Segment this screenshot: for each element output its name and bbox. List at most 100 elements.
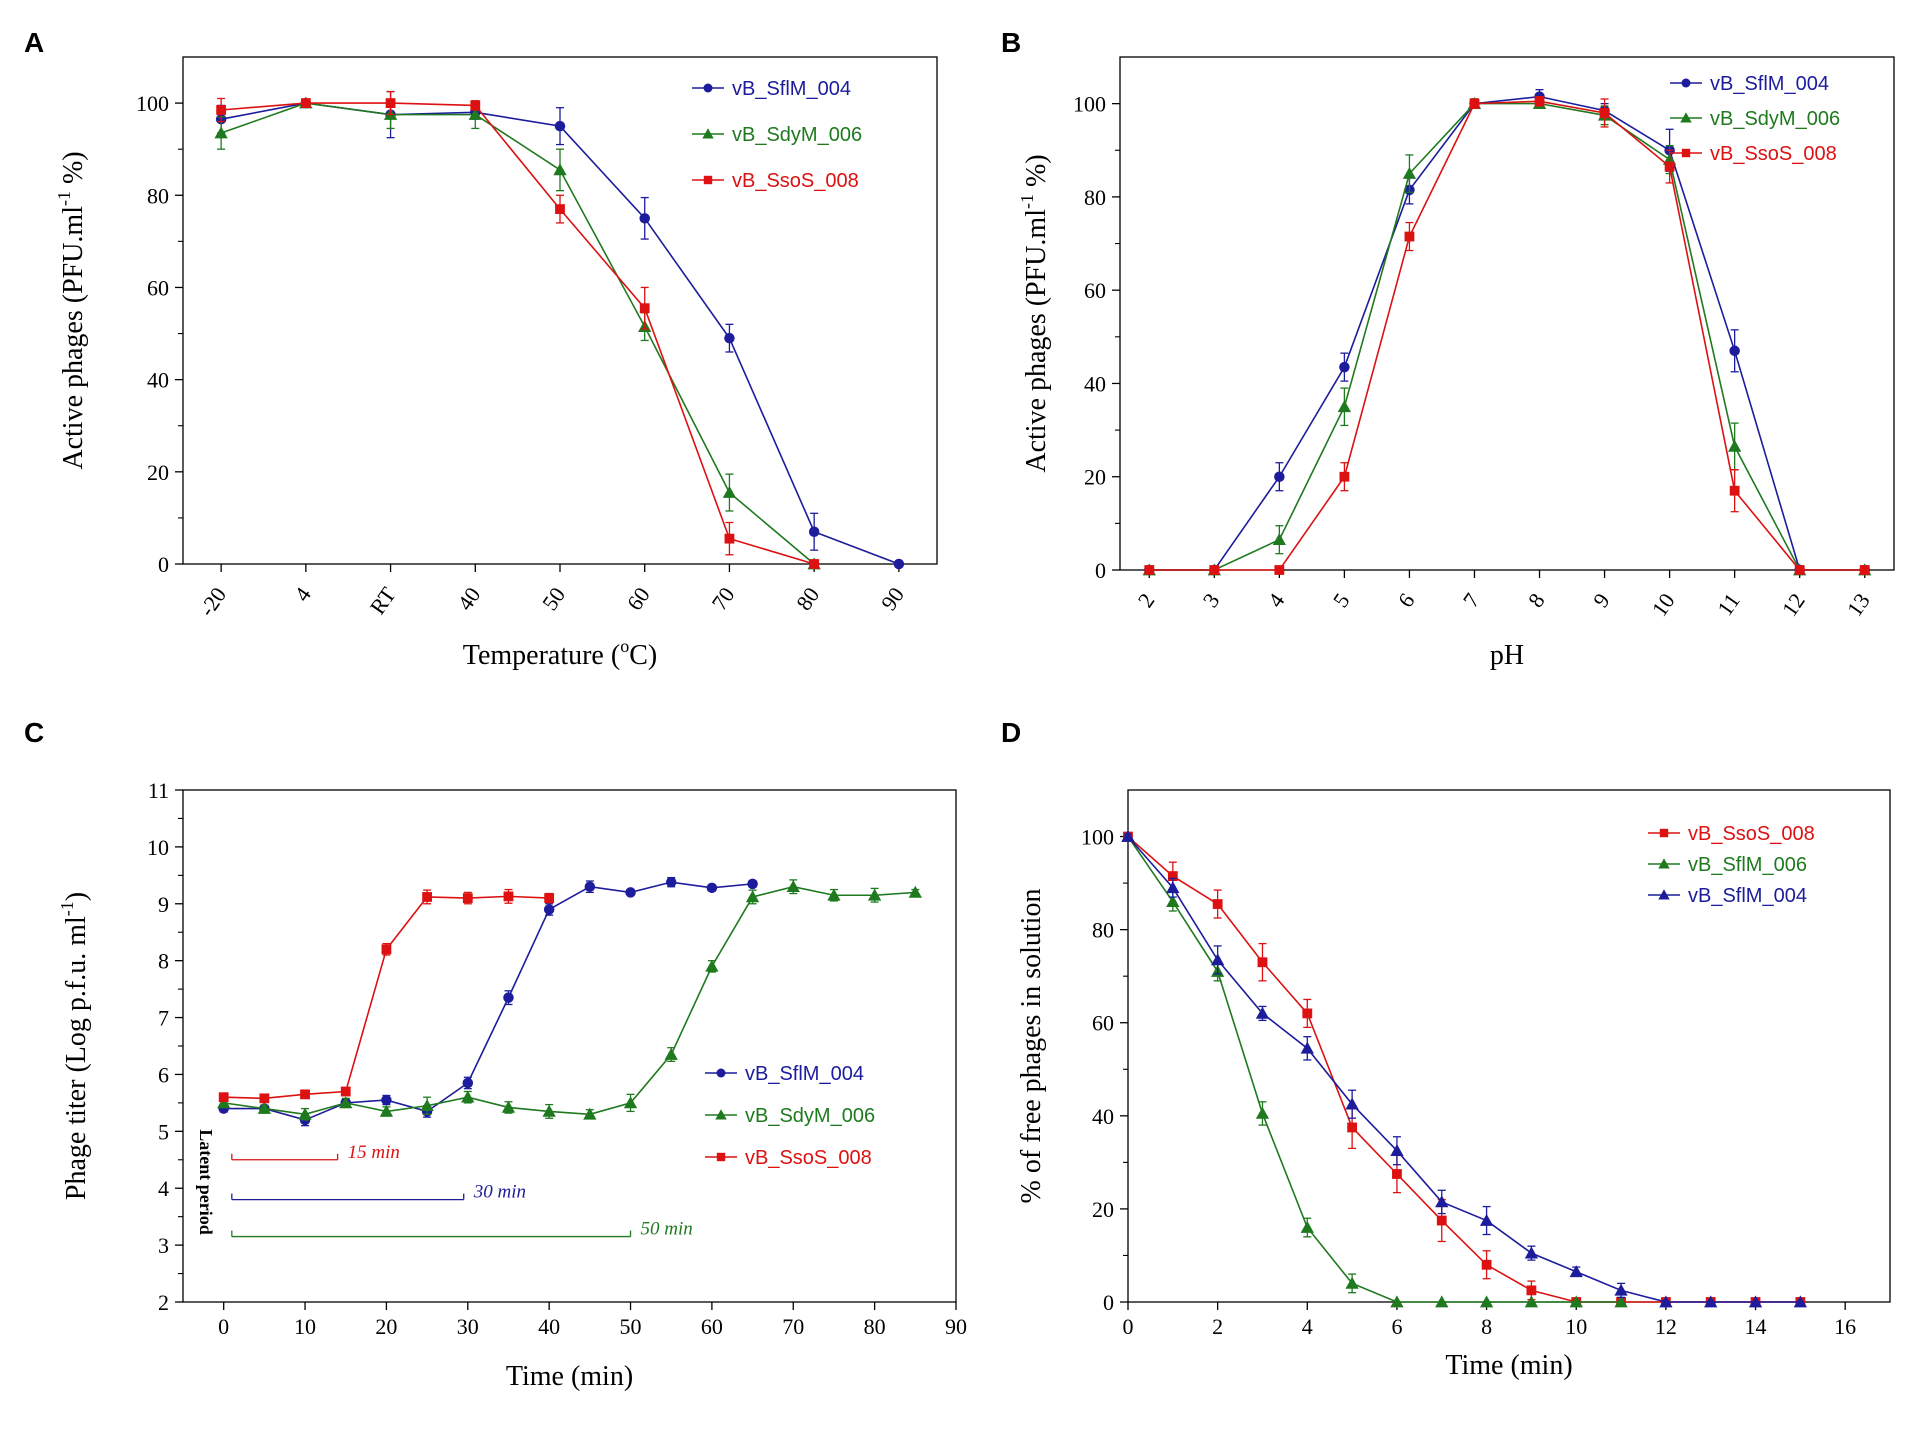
x-tick-label: 10 <box>294 1314 316 1339</box>
data-point <box>259 1093 270 1104</box>
data-point <box>503 891 514 902</box>
data-point <box>300 1089 310 1100</box>
series-line <box>1149 95 1865 571</box>
data-point <box>1274 471 1285 482</box>
x-tick-label: 4 <box>289 583 316 606</box>
y-tick-label: 20 <box>1092 1197 1114 1222</box>
x-tick-label: 4 <box>1302 1314 1313 1339</box>
x-tick-label: 8 <box>1481 1314 1492 1339</box>
y-tick-label: 7 <box>158 1006 169 1031</box>
series-vb-sflm-004 <box>218 876 758 1127</box>
data-point <box>1337 400 1352 413</box>
data-point <box>385 98 396 108</box>
legend-label: vB_SflM_006 <box>1688 854 1807 876</box>
data-point <box>1748 1295 1763 1308</box>
x-tick-label: 30 <box>457 1314 479 1339</box>
y-tick-label: 20 <box>1084 465 1106 490</box>
data-point <box>1479 1213 1494 1226</box>
y-tick-label: 100 <box>1081 825 1114 850</box>
y-tick-label: 40 <box>1092 1104 1114 1129</box>
x-tick-label: 16 <box>1834 1314 1856 1339</box>
legend-entry: vB_SflM_004 <box>705 1063 864 1085</box>
y-tick-label: 4 <box>158 1176 169 1201</box>
legend-entry: vB_SsoS_008 <box>1648 823 1815 845</box>
data-point <box>381 1094 392 1106</box>
legend-entry: vB_SflM_004 <box>1670 73 1829 95</box>
data-point <box>298 1107 312 1120</box>
y-axis-title-sup: -1 <box>54 191 74 206</box>
series-vb-sdym-006 <box>217 879 922 1121</box>
y-tick-label: 80 <box>1092 918 1114 943</box>
x-tick-label: 6 <box>1391 1314 1402 1339</box>
data-point <box>555 204 565 214</box>
data-point <box>716 1068 726 1078</box>
data-point <box>1300 1041 1314 1054</box>
y-tick-label: 60 <box>1084 278 1106 303</box>
y-tick-label: 11 <box>148 778 169 803</box>
y-tick-label: 100 <box>1073 92 1106 117</box>
data-point <box>584 881 596 892</box>
data-point <box>501 1100 516 1113</box>
data-point <box>1300 1220 1314 1233</box>
series-line <box>1149 100 1865 571</box>
data-point <box>1255 1106 1270 1119</box>
x-tick-label: 50 <box>537 583 570 615</box>
legend-entry: vB_SdyM_006 <box>1670 108 1840 130</box>
legend-label: vB_SflM_004 <box>745 1063 864 1085</box>
data-point <box>257 1101 272 1114</box>
data-point <box>786 880 800 893</box>
x-tick-label: 50 <box>620 1314 642 1339</box>
data-point <box>217 1096 231 1109</box>
x-tick-label: 80 <box>791 583 824 615</box>
y-axis-title-end: %) <box>58 151 89 191</box>
y-axis-title-end: %) <box>1021 154 1052 194</box>
y-axis-title-sup: -1 <box>1017 194 1037 209</box>
x-tick-label: 0 <box>1123 1314 1134 1339</box>
data-point <box>462 1077 474 1089</box>
data-point <box>544 893 555 903</box>
data-point <box>664 1047 678 1060</box>
legend-label: vB_SflM_004 <box>1710 73 1829 95</box>
legend-label: vB_SsoS_008 <box>745 1147 872 1169</box>
legend-label: vB_SsoS_008 <box>1710 143 1837 165</box>
y-tick-label: 60 <box>147 275 169 300</box>
data-point <box>1524 1246 1539 1259</box>
data-point <box>1209 565 1220 575</box>
data-point <box>1599 108 1610 118</box>
y-axis-title-main: Active phages (PFU.ml <box>58 206 89 470</box>
data-point <box>867 888 882 901</box>
x-tick-label: 20 <box>375 1314 397 1339</box>
y-axis-title: Active phages (PFU.ml-1 %) <box>1017 154 1052 472</box>
legend-label: vB_SflM_004 <box>732 78 851 100</box>
data-point <box>381 944 392 955</box>
x-tick-label: 40 <box>452 583 485 615</box>
x-tick-label: 70 <box>706 583 739 615</box>
data-point <box>706 882 718 894</box>
data-point <box>1436 1215 1447 1226</box>
latent-bracket: 15 min <box>231 1142 400 1163</box>
data-point <box>339 1096 353 1109</box>
data-point <box>1704 1295 1718 1308</box>
data-point <box>623 1096 638 1109</box>
latent-period-label: Latent period <box>196 1129 216 1235</box>
data-point <box>665 876 677 888</box>
data-point <box>420 1099 434 1112</box>
data-point <box>1859 565 1870 575</box>
data-point <box>1166 895 1180 908</box>
y-tick-label: 40 <box>147 368 169 393</box>
bracket-label: 50 min <box>641 1219 693 1240</box>
data-point <box>827 888 841 901</box>
legend-label: vB_SsoS_008 <box>1688 823 1815 845</box>
data-point <box>1659 1295 1673 1308</box>
data-point <box>1144 565 1155 575</box>
panel-letter: B <box>1001 27 1021 58</box>
chart-panel-a: A -20 4 RT 40 50 60 70 80 90 0 20 40 60 80 100 Temperatu… <box>24 27 938 671</box>
x-tick-label: 5 <box>1328 589 1355 612</box>
y-axis-title: % of free phages in solution <box>1016 889 1047 1204</box>
x-tick-label: 60 <box>701 1314 723 1339</box>
data-point <box>639 303 650 314</box>
data-point <box>1524 1295 1539 1308</box>
data-point <box>542 1104 556 1117</box>
x-axis-title-sup: o <box>620 636 629 656</box>
